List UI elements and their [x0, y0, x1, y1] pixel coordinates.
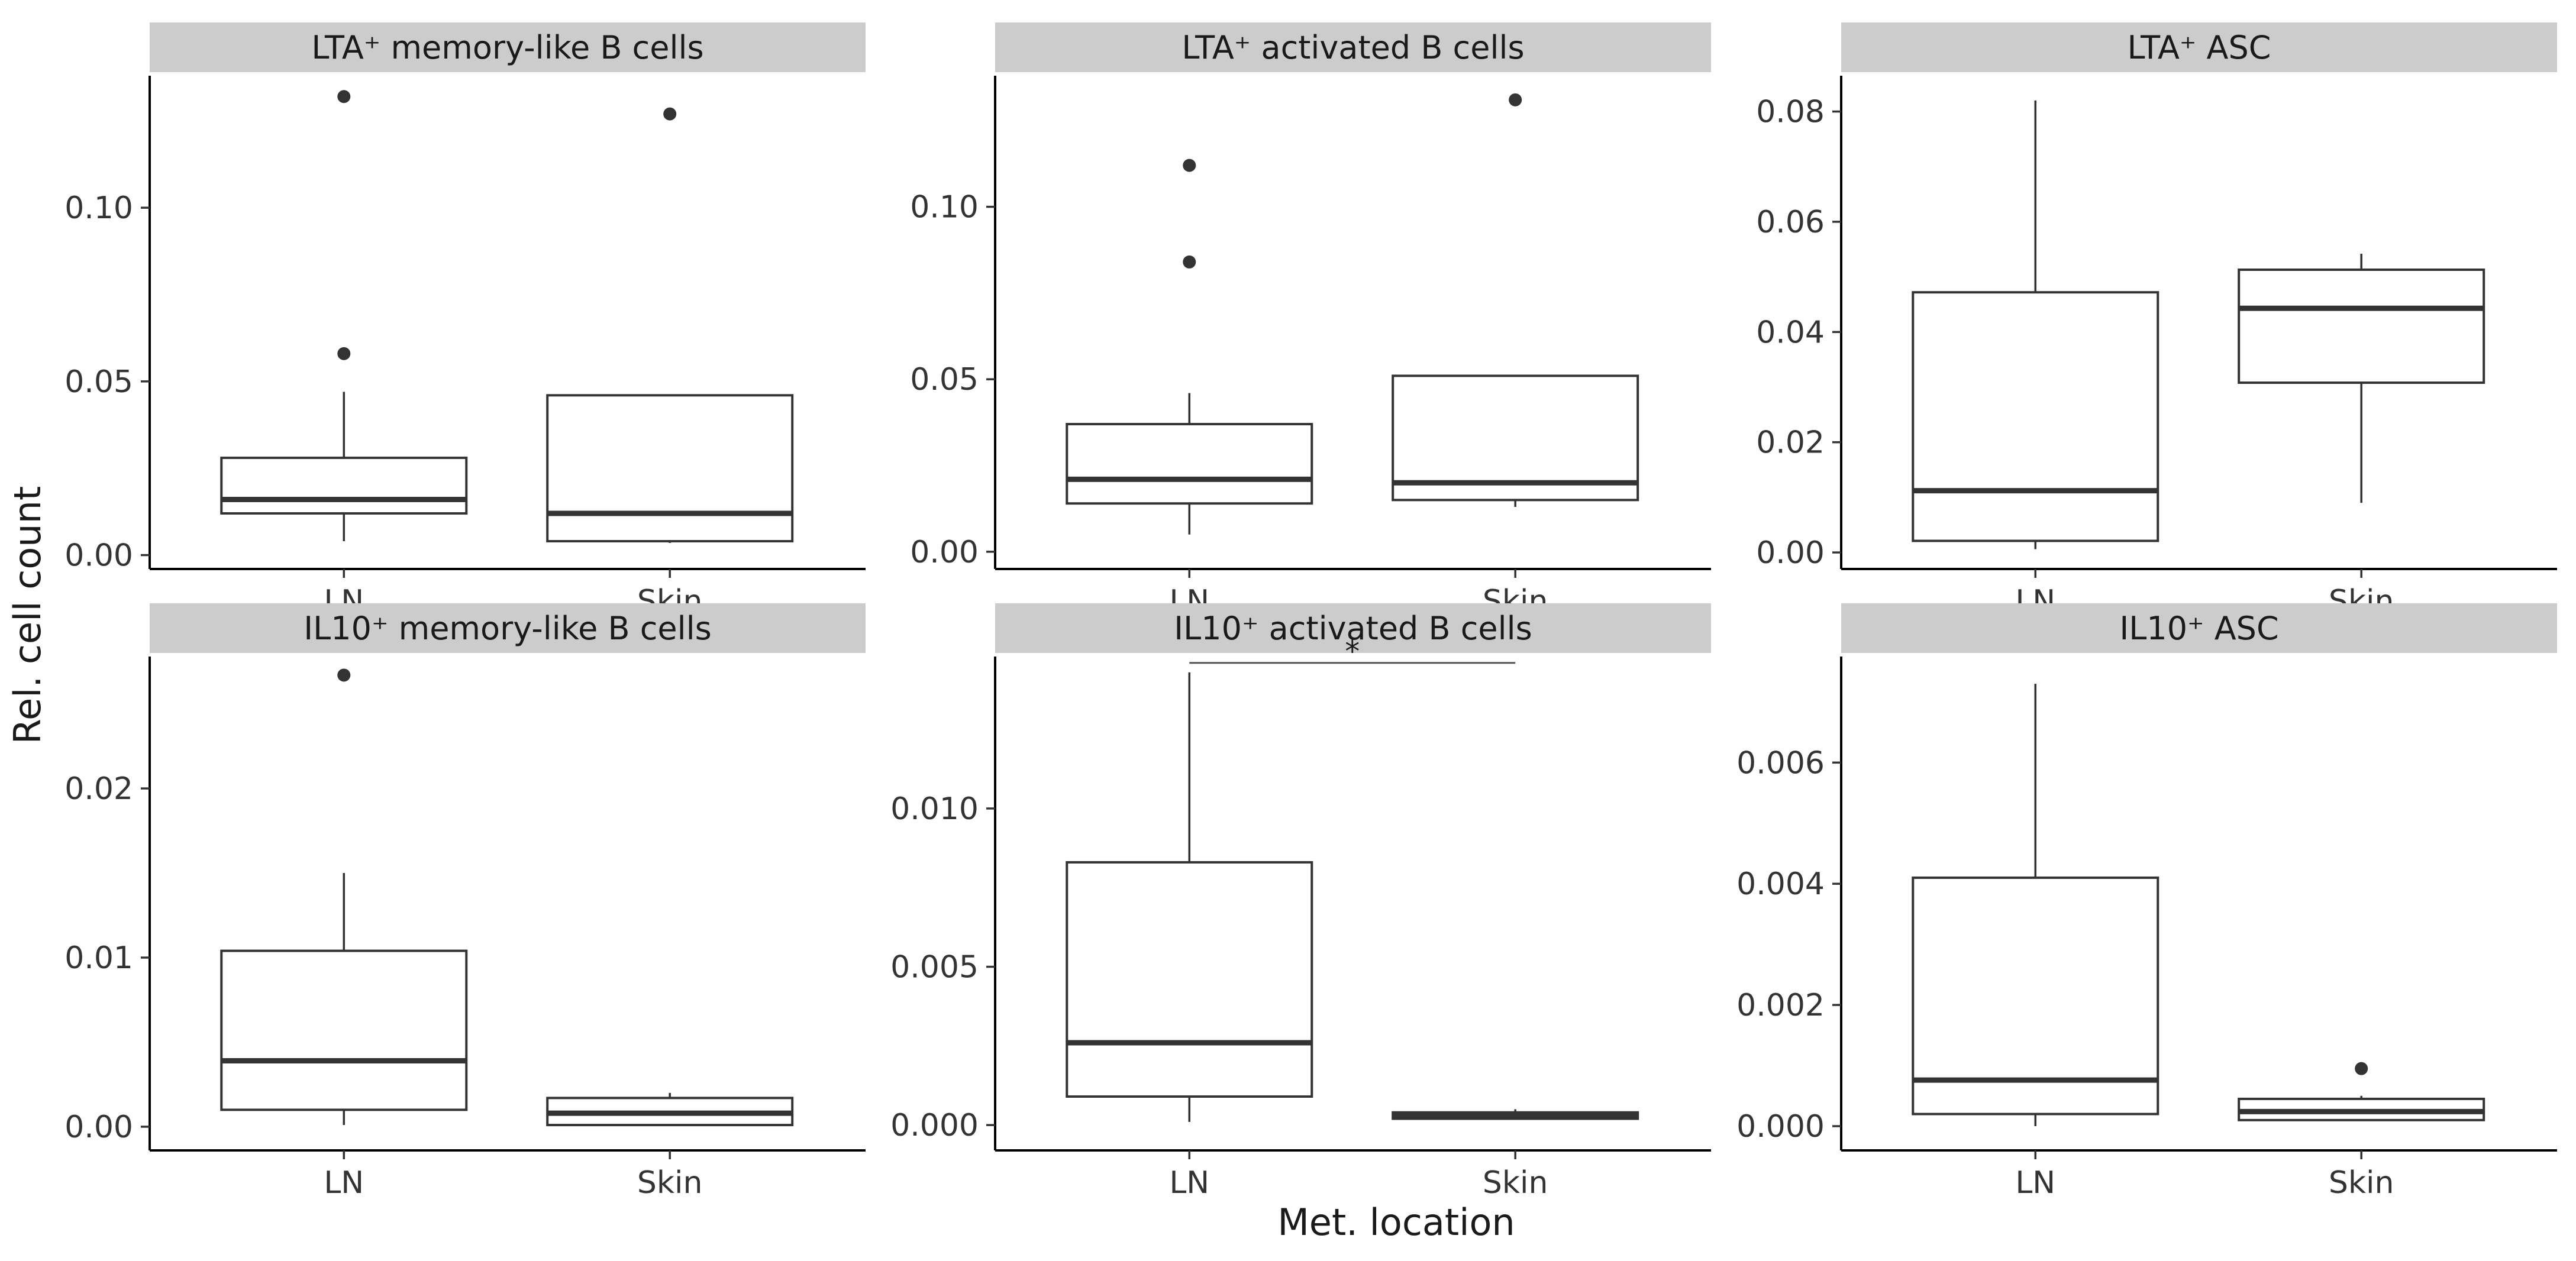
- box-skin: [2238, 269, 2485, 384]
- y-tick-label: 0.01: [64, 940, 133, 976]
- y-tick-label: 0.00: [64, 538, 133, 574]
- y-tick-label: 0.006: [1736, 745, 1825, 781]
- facet-strip: [1841, 603, 2557, 653]
- facet-title: IL10⁺ ASC: [2119, 610, 2278, 647]
- y-tick-label: 0.08: [1756, 95, 1825, 130]
- panel-6: IL10⁺ ASC 0.000 0.002 0.004 0.006 LN Skin: [1736, 603, 2557, 1201]
- x-tick-label: Skin: [2329, 1165, 2394, 1201]
- facet-title: IL10⁺ memory-like B cells: [304, 610, 712, 647]
- y-tick-label: 0.010: [890, 791, 979, 827]
- y-tick-label: 0.00: [64, 1110, 133, 1145]
- significance-label: *: [1345, 635, 1360, 669]
- y-tick-label: 0.005: [890, 950, 979, 985]
- y-axis-title: Rel. cell count: [6, 486, 49, 744]
- outlier-point: [663, 107, 677, 121]
- facet-title: LTA⁺ activated B cells: [1182, 29, 1524, 66]
- panel-5: IL10⁺ activated B cells 0.000 0.005 0.010 LN…: [890, 603, 1711, 1201]
- box-skin: [1392, 374, 1639, 502]
- y-tick-label: 0.05: [910, 362, 979, 397]
- facet-title: LTA⁺ ASC: [2128, 29, 2271, 66]
- facet-strip: [1841, 22, 2557, 72]
- facet-panels: LTA⁺ memory-like B cells 0.00 0.05 0.10 LN Sk…: [64, 22, 2557, 1201]
- x-tick-label: Skin: [1483, 1165, 1548, 1201]
- facet-strip: [150, 603, 866, 653]
- y-tick-label: 0.00: [910, 535, 979, 570]
- panel-4: IL10⁺ memory-like B cells 0.00 0.01 0.02 LN S…: [64, 603, 866, 1201]
- box-ln: [220, 949, 468, 1111]
- outlier-point: [337, 90, 351, 104]
- facet-strip: [150, 22, 866, 72]
- y-tick-label: 0.002: [1736, 988, 1825, 1023]
- box-ln: [220, 457, 468, 515]
- x-tick-label: LN: [1169, 1165, 1209, 1201]
- box-ln: [1912, 876, 2159, 1116]
- y-tick-label: 0.04: [1756, 315, 1825, 350]
- y-tick-label: 0.02: [1756, 425, 1825, 461]
- x-axis-title: Met. location: [1277, 1201, 1515, 1244]
- outlier-point: [2355, 1062, 2368, 1075]
- y-tick-label: 0.02: [64, 771, 133, 807]
- outlier-point: [1183, 255, 1196, 269]
- facet-strip: [995, 603, 1711, 653]
- outlier-point: [1509, 93, 1522, 106]
- x-tick-label: Skin: [637, 1165, 703, 1201]
- y-tick-label: 0.000: [890, 1108, 979, 1143]
- outlier-point: [337, 668, 351, 682]
- outlier-point: [337, 347, 351, 360]
- box-ln: [1066, 423, 1313, 505]
- box-ln: [1912, 291, 2159, 542]
- box-ln: [1066, 861, 1313, 1098]
- facet-strip: [995, 22, 1711, 72]
- y-tick-label: 0.10: [64, 190, 133, 226]
- x-tick-label: LN: [324, 1165, 364, 1201]
- y-tick-label: 0.00: [1756, 535, 1825, 571]
- y-tick-label: 0.05: [64, 364, 133, 400]
- box-skin: [546, 394, 794, 543]
- x-tick-label: LN: [2015, 1165, 2055, 1201]
- y-tick-label: 0.004: [1736, 866, 1825, 902]
- outlier-point: [1183, 159, 1196, 172]
- y-tick-label: 0.10: [910, 190, 979, 225]
- facet-title: LTA⁺ memory-like B cells: [311, 29, 703, 66]
- y-tick-label: 0.06: [1756, 205, 1825, 240]
- facet-title: IL10⁺ activated B cells: [1174, 610, 1532, 647]
- y-tick-label: 0.000: [1736, 1109, 1825, 1144]
